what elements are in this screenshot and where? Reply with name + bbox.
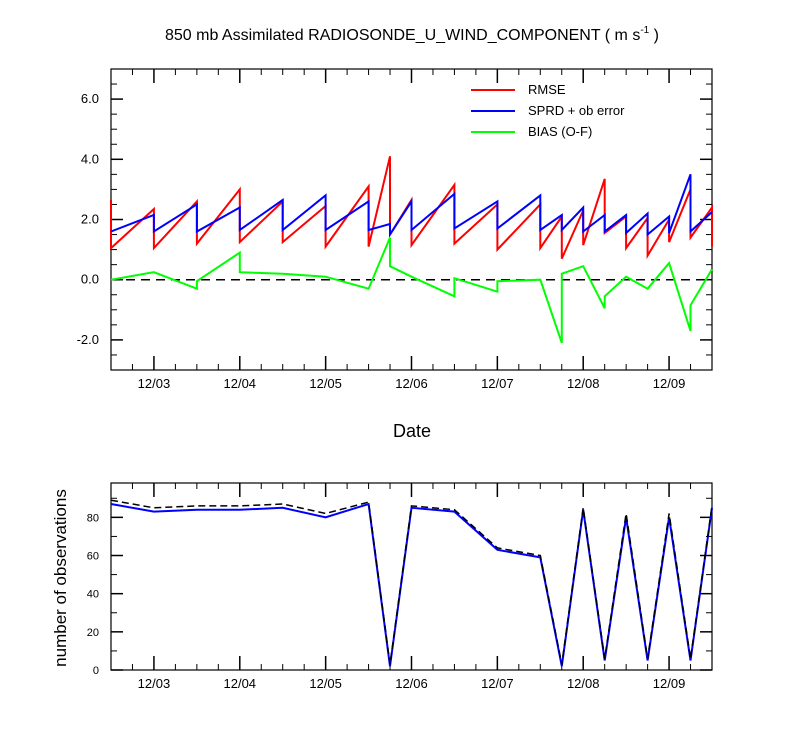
- bottom-y-tick-label: 0: [93, 665, 99, 677]
- bottom-y-tick-label: 60: [87, 551, 99, 563]
- top-x-tick-label: 12/03: [138, 376, 171, 391]
- bottom-series-line-observations-used: [110, 502, 713, 667]
- top-x-tick-label: 12/09: [653, 376, 686, 391]
- top-x-tick-label: 12/04: [224, 376, 257, 391]
- top-x-tick-label: 12/08: [567, 376, 600, 391]
- top-y-tick-label: 0.0: [81, 272, 99, 287]
- top-series-line-bias-o-f: [110, 237, 713, 344]
- bottom-x-tick-label: 12/07: [481, 676, 514, 691]
- top-x-tick-label: 12/07: [481, 376, 514, 391]
- bottom-x-tick-label: 12/04: [224, 676, 257, 691]
- top-y-tick-label: 4.0: [81, 151, 99, 166]
- bottom-x-tick-label: 12/03: [138, 676, 171, 691]
- top-x-tick-label: 12/06: [395, 376, 428, 391]
- bottom-x-tick-label: 12/08: [567, 676, 600, 691]
- top-y-tick-label: 6.0: [81, 91, 99, 106]
- chart-title: 850 mb Assimilated RADIOSONDE_U_WIND_COM…: [165, 25, 659, 44]
- legend-label: SPRD + ob error: [528, 103, 625, 118]
- bottom-x-tick-label: 12/06: [395, 676, 428, 691]
- chart-title-close: ): [649, 27, 659, 44]
- bottom-x-tick-label: 12/09: [653, 676, 686, 691]
- legend-label: BIAS (O-F): [528, 124, 592, 139]
- top-x-tick-label: 12/05: [309, 376, 342, 391]
- bottom-y-tick-label: 20: [87, 627, 99, 639]
- top-series-line-sprd-ob-error: [110, 173, 713, 238]
- legend-label: RMSE: [528, 82, 566, 97]
- top-panel: 12/03 12/04 12/05 12/06 12/07 12/08 12/09 -2.0 0…: [77, 68, 713, 391]
- bottom-y-tick-label: 80: [87, 512, 99, 524]
- bottom-y-axis-label: number of observations: [51, 489, 70, 667]
- bottom-x-tick-label: 12/05: [309, 676, 342, 691]
- chart-title-unit-exponent: -1: [640, 25, 649, 36]
- top-y-tick-label: -2.0: [77, 332, 99, 347]
- top-y-tick-label: 2.0: [81, 212, 99, 227]
- chart-title-main: 850 mb Assimilated RADIOSONDE_U_WIND_COM…: [165, 27, 640, 44]
- top-x-axis-label: Date: [393, 421, 431, 441]
- bottom-y-tick-label: 40: [87, 589, 99, 601]
- bottom-series-line-observations-possible: [110, 499, 713, 665]
- bottom-panel: 12/03 12/04 12/05 12/06 12/07 12/08 12/09 0 20 40…: [87, 482, 713, 691]
